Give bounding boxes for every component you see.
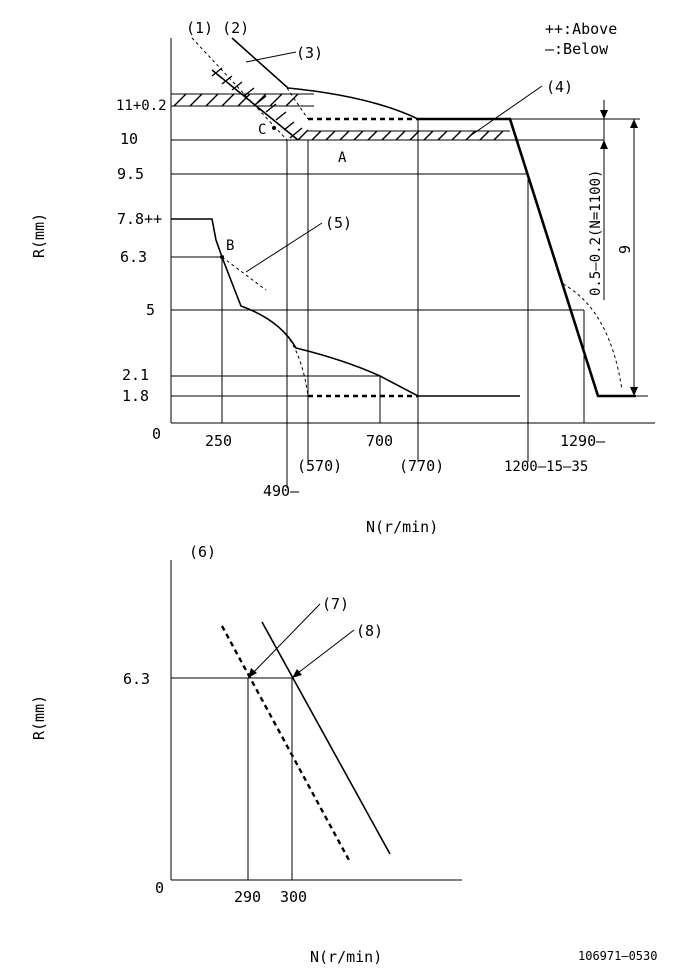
point-a: A bbox=[338, 150, 347, 166]
point-b-dot bbox=[220, 255, 224, 259]
leader-8-arrow bbox=[292, 669, 302, 678]
callout-1: (1) bbox=[186, 19, 213, 37]
x-tick-1290: 1290— bbox=[560, 432, 606, 450]
y-tick-6-3: 6.3 bbox=[120, 248, 147, 266]
callout-1-2: (1) (2) bbox=[186, 19, 249, 37]
bottom-x-tick-300: 300 bbox=[280, 888, 307, 906]
full-load-line bbox=[418, 117, 636, 398]
dim-small-arrow-bottom bbox=[600, 140, 608, 149]
bottom-y-tick-0: 0 bbox=[155, 879, 164, 897]
dim-large-label: 9 bbox=[616, 245, 634, 254]
y-tick-1-8: 1.8 bbox=[122, 387, 149, 405]
x-tick-250: 250 bbox=[205, 432, 232, 450]
y-tick-0: 0 bbox=[152, 425, 161, 443]
callout-5: (5) bbox=[325, 214, 352, 232]
leader-3 bbox=[245, 51, 297, 63]
y-tick-7-8: 7.8++ bbox=[117, 210, 162, 228]
y-tick-9-5: 9.5 bbox=[117, 165, 144, 183]
dash-upper-left bbox=[191, 37, 288, 141]
dim-large-arrow-top bbox=[630, 119, 638, 128]
top-chart: R(mm) N(r/min) 11+0.2 10 9.5 7.8++ 6.3 5… bbox=[30, 19, 655, 536]
bottom-y-axis-label: R(mm) bbox=[30, 695, 48, 740]
callout-3: (3) bbox=[296, 44, 323, 62]
leader-8 bbox=[293, 629, 355, 677]
callout-8: (8) bbox=[356, 622, 383, 640]
x-tick-770: (770) bbox=[399, 457, 444, 475]
hatch-band-10 bbox=[308, 130, 510, 141]
curve-upper-left-edge bbox=[211, 69, 299, 141]
leader-7-arrow bbox=[248, 668, 257, 678]
idle-curve bbox=[171, 218, 520, 397]
y-tick-11: 11+0.2 bbox=[116, 98, 167, 114]
dim-large-arrow-bottom bbox=[630, 387, 638, 396]
bottom-chart: (6) R(mm) N(r/min) 6.3 0 290 300 (7) (8) bbox=[30, 543, 462, 966]
bottom-y-tick-6-3: 6.3 bbox=[123, 670, 150, 688]
y-tick-5: 5 bbox=[146, 301, 155, 319]
dim-small-label: 0.5–0.2(N=1100) bbox=[588, 170, 604, 296]
x-tick-490: 490— bbox=[263, 482, 300, 500]
leader-7 bbox=[249, 603, 321, 677]
y-tick-2-1: 2.1 bbox=[122, 366, 149, 384]
x-tick-570: (570) bbox=[297, 457, 342, 475]
point-b: B bbox=[226, 238, 234, 254]
top-y-axis-label: R(mm) bbox=[30, 213, 48, 258]
hatch-band-diagonal bbox=[211, 67, 309, 141]
legend-above: ++:Above bbox=[545, 20, 617, 38]
legend-below: —:Below bbox=[545, 40, 609, 58]
x-tick-1200: 1200–15–35 bbox=[504, 459, 588, 475]
dim-small-arrow-top bbox=[600, 110, 608, 119]
point-c-dot bbox=[272, 126, 276, 130]
callout-7: (7) bbox=[322, 595, 349, 613]
dash-curve-right bbox=[562, 283, 623, 391]
x-tick-700: 700 bbox=[366, 432, 393, 450]
bottom-x-tick-290: 290 bbox=[234, 888, 261, 906]
bottom-solid-line bbox=[261, 621, 391, 855]
leader-4 bbox=[469, 85, 543, 137]
y-tick-10: 10 bbox=[120, 130, 138, 148]
callout-4: (4) bbox=[546, 78, 573, 96]
point-c: C bbox=[258, 122, 266, 138]
dash-upper-mid bbox=[286, 87, 309, 120]
dash-curve-570 bbox=[289, 339, 309, 397]
callout-2: (2) bbox=[222, 19, 249, 37]
top-x-axis-label: N(r/min) bbox=[366, 518, 438, 536]
bottom-x-axis-label: N(r/min) bbox=[310, 948, 382, 966]
footer-code: 106971–0530 bbox=[578, 949, 657, 963]
curve-upper-boundary bbox=[231, 37, 419, 120]
bottom-dashed-line bbox=[220, 625, 352, 863]
leader-5 bbox=[245, 222, 323, 273]
panel-label-6: (6) bbox=[189, 543, 216, 561]
